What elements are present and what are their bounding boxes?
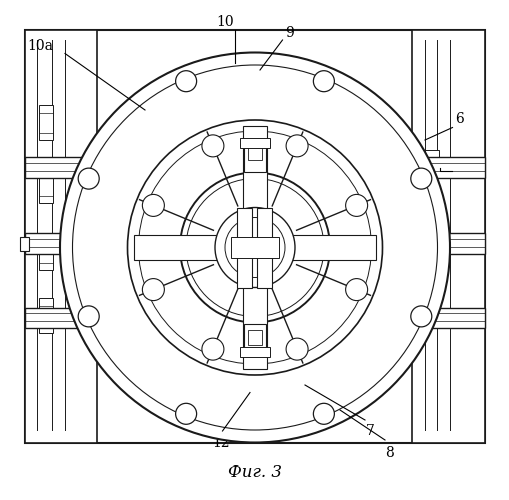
- Bar: [39, 105, 53, 140]
- Circle shape: [313, 70, 334, 92]
- Circle shape: [286, 338, 307, 360]
- Bar: [25, 30, 97, 442]
- Text: 10а: 10а: [27, 38, 53, 52]
- Circle shape: [313, 404, 334, 424]
- Bar: [424, 292, 438, 320]
- Bar: [231, 238, 278, 258]
- Circle shape: [78, 168, 99, 189]
- Bar: [25, 234, 484, 254]
- Circle shape: [186, 178, 323, 316]
- Bar: [247, 330, 262, 345]
- Circle shape: [202, 338, 223, 360]
- Circle shape: [215, 208, 294, 288]
- Bar: [39, 168, 53, 202]
- Circle shape: [138, 131, 371, 364]
- Bar: [25, 30, 484, 442]
- Circle shape: [410, 168, 431, 189]
- Bar: [25, 158, 484, 178]
- Circle shape: [72, 65, 437, 430]
- Text: 10: 10: [216, 15, 233, 29]
- Circle shape: [175, 404, 196, 424]
- Circle shape: [142, 194, 164, 216]
- Text: 6: 6: [454, 112, 463, 126]
- Bar: [257, 208, 272, 288]
- Text: 12: 12: [212, 436, 230, 450]
- Bar: [243, 142, 266, 172]
- Circle shape: [180, 172, 329, 322]
- Bar: [20, 237, 29, 251]
- Circle shape: [224, 218, 285, 278]
- Bar: [240, 346, 269, 356]
- Circle shape: [127, 120, 382, 375]
- Bar: [424, 150, 438, 178]
- Circle shape: [60, 52, 449, 442]
- Circle shape: [142, 278, 164, 300]
- Bar: [39, 235, 53, 270]
- Bar: [243, 324, 266, 354]
- Text: Фиг. 3: Фиг. 3: [228, 464, 281, 481]
- Bar: [133, 236, 376, 260]
- Bar: [242, 126, 267, 368]
- Circle shape: [175, 70, 196, 92]
- Text: 7: 7: [365, 424, 374, 438]
- Circle shape: [286, 135, 307, 157]
- Bar: [247, 145, 262, 160]
- Bar: [412, 30, 484, 442]
- Bar: [237, 208, 252, 288]
- Text: 8: 8: [384, 446, 393, 460]
- Text: 9: 9: [285, 26, 293, 40]
- Bar: [39, 298, 53, 332]
- Circle shape: [78, 306, 99, 327]
- Circle shape: [345, 194, 367, 216]
- Circle shape: [345, 278, 367, 300]
- Circle shape: [202, 135, 223, 157]
- Circle shape: [410, 306, 431, 327]
- Bar: [25, 308, 484, 328]
- Text: 5: 5: [454, 161, 463, 175]
- Bar: [240, 138, 269, 148]
